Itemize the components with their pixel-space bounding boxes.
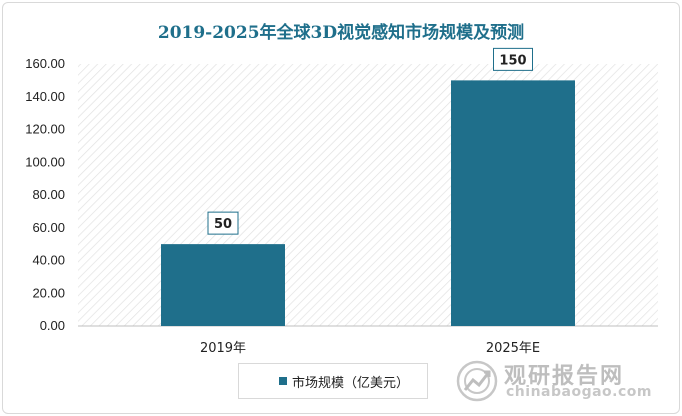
chart-title: 2019-2025年全球3D视觉感知市场规模及预测	[157, 23, 525, 43]
data-label: 150	[499, 53, 526, 68]
y-tick-label: 40.00	[32, 253, 65, 268]
watermark-name: 观研报告网	[504, 364, 625, 389]
y-tick-label: 20.00	[32, 285, 65, 300]
y-tick-label: 60.00	[32, 220, 65, 235]
legend-swatch	[279, 377, 287, 385]
y-axis-ticks: 0.00 20.00 40.00 60.00 80.00 100.00 120.00 140.…	[25, 56, 65, 333]
bars: 50 150	[161, 47, 575, 326]
legend: 市场规模（亿美元）	[238, 363, 428, 399]
x-category-label: 2025年E	[486, 341, 540, 356]
logo-icon	[456, 360, 498, 402]
y-tick-label: 0.00	[40, 318, 65, 333]
category-labels: 2019年 2025年E	[200, 341, 540, 356]
watermark-site: chinabaogao.com	[506, 384, 652, 400]
y-tick-label: 100.00	[25, 154, 65, 169]
y-tick-label: 120.00	[25, 122, 65, 137]
bar	[161, 244, 285, 326]
y-tick-label: 140.00	[25, 89, 65, 104]
bar	[451, 80, 575, 326]
y-tick-label: 80.00	[32, 187, 65, 202]
x-category-label: 2019年	[200, 341, 246, 356]
watermark: 观研报告网 chinabaogao.com	[456, 358, 652, 404]
data-label: 50	[214, 217, 232, 232]
legend-label: 市场规模（亿美元）	[292, 376, 410, 391]
data-label-box	[493, 47, 533, 71]
data-label-box	[207, 211, 239, 235]
y-tick-label: 160.00	[25, 56, 65, 71]
